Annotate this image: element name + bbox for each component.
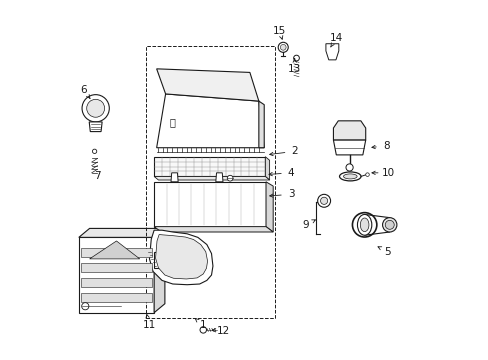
Polygon shape <box>154 176 269 180</box>
Bar <box>154 157 265 176</box>
Circle shape <box>320 197 327 204</box>
Polygon shape <box>258 101 264 148</box>
Polygon shape <box>333 121 365 140</box>
Polygon shape <box>154 252 174 267</box>
Ellipse shape <box>343 174 356 179</box>
Text: 6: 6 <box>81 85 87 95</box>
Polygon shape <box>265 182 273 232</box>
Polygon shape <box>333 140 365 155</box>
Text: 1: 1 <box>200 320 206 330</box>
Circle shape <box>200 327 206 333</box>
Text: 13: 13 <box>287 64 301 74</box>
Polygon shape <box>155 234 207 279</box>
Text: 11: 11 <box>142 320 156 330</box>
Circle shape <box>92 149 97 153</box>
Circle shape <box>86 99 104 117</box>
Bar <box>81 248 152 257</box>
Polygon shape <box>154 226 273 232</box>
Bar <box>145 45 274 318</box>
Polygon shape <box>364 215 389 235</box>
Polygon shape <box>89 241 140 259</box>
Circle shape <box>227 175 233 181</box>
Text: 15: 15 <box>272 26 285 36</box>
Polygon shape <box>79 237 154 313</box>
Text: 4: 4 <box>287 168 294 178</box>
Ellipse shape <box>339 172 360 181</box>
Text: 2: 2 <box>291 146 297 156</box>
Polygon shape <box>325 44 338 60</box>
Text: 3: 3 <box>287 189 294 199</box>
Circle shape <box>82 95 109 122</box>
Text: 7: 7 <box>94 171 101 181</box>
Circle shape <box>278 42 287 52</box>
Polygon shape <box>265 157 269 180</box>
Text: 8: 8 <box>382 141 388 151</box>
Ellipse shape <box>360 218 368 231</box>
Ellipse shape <box>357 215 371 235</box>
Polygon shape <box>79 228 164 237</box>
Ellipse shape <box>385 220 393 229</box>
Circle shape <box>317 194 330 207</box>
Circle shape <box>346 164 352 171</box>
Polygon shape <box>171 173 178 182</box>
Polygon shape <box>156 94 264 148</box>
Text: 14: 14 <box>328 33 342 43</box>
Polygon shape <box>215 173 223 182</box>
Polygon shape <box>154 182 265 226</box>
Polygon shape <box>154 228 164 313</box>
Text: 12: 12 <box>216 325 229 336</box>
Bar <box>81 263 152 272</box>
Circle shape <box>293 55 299 61</box>
Circle shape <box>280 44 285 50</box>
Bar <box>81 278 152 287</box>
Ellipse shape <box>382 218 396 232</box>
Text: 9: 9 <box>302 220 308 230</box>
Polygon shape <box>149 230 212 285</box>
Circle shape <box>81 303 89 310</box>
Polygon shape <box>156 69 258 101</box>
Text: 10: 10 <box>381 168 394 178</box>
Polygon shape <box>89 122 102 132</box>
Text: ๆ: ๆ <box>169 118 175 128</box>
Text: 5: 5 <box>384 247 390 257</box>
Bar <box>81 293 152 302</box>
Circle shape <box>365 173 368 176</box>
